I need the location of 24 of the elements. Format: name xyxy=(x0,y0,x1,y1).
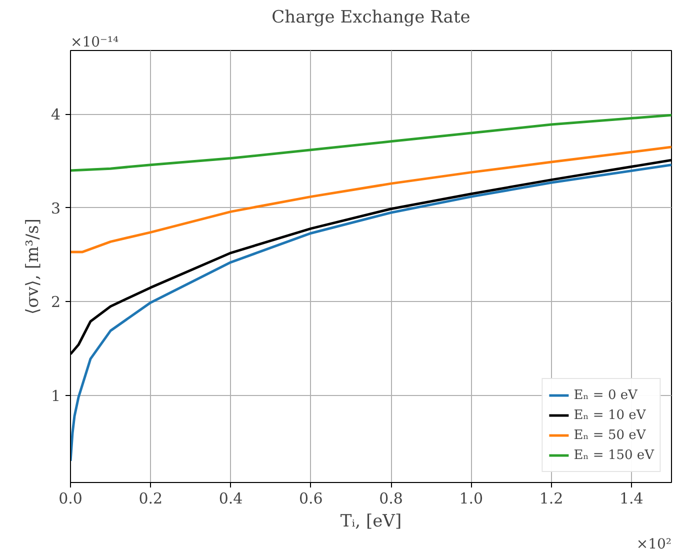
legend-label: Eₙ = 150 eV xyxy=(574,448,654,462)
x-tick-label: 0.8 xyxy=(379,490,403,508)
line-series xyxy=(70,114,672,172)
x-tick-label: 1.4 xyxy=(620,490,644,508)
line-series xyxy=(70,164,672,462)
x-tick-label: 0.6 xyxy=(298,490,323,508)
y-tick-label: 4 xyxy=(50,106,61,124)
y-axis-title: ⟨σv⟩, [m³/s] xyxy=(22,218,43,314)
y-tick-label: 2 xyxy=(50,293,61,312)
x-axis-title: Tᵢ, [eV] xyxy=(340,512,402,532)
legend-label: Eₙ = 0 eV xyxy=(574,388,638,402)
x-tick-label: 1.0 xyxy=(459,490,484,508)
x-tick-label: 0.0 xyxy=(58,490,82,508)
x-tick-label: 0.4 xyxy=(218,490,243,508)
x-tick-label: 0.2 xyxy=(138,490,163,508)
y-tick-label: 1 xyxy=(50,386,61,405)
y-tick-label: 3 xyxy=(50,199,61,218)
annotation: ×10⁻¹⁴ xyxy=(70,34,120,50)
chart-title: Charge Exchange Rate xyxy=(272,8,470,28)
legend-label: Eₙ = 50 eV xyxy=(574,428,646,442)
legend-label: Eₙ = 10 eV xyxy=(574,408,646,422)
line-series xyxy=(70,146,672,254)
text: ×10² xyxy=(636,536,672,552)
x-tick-label: 1.2 xyxy=(539,490,564,508)
